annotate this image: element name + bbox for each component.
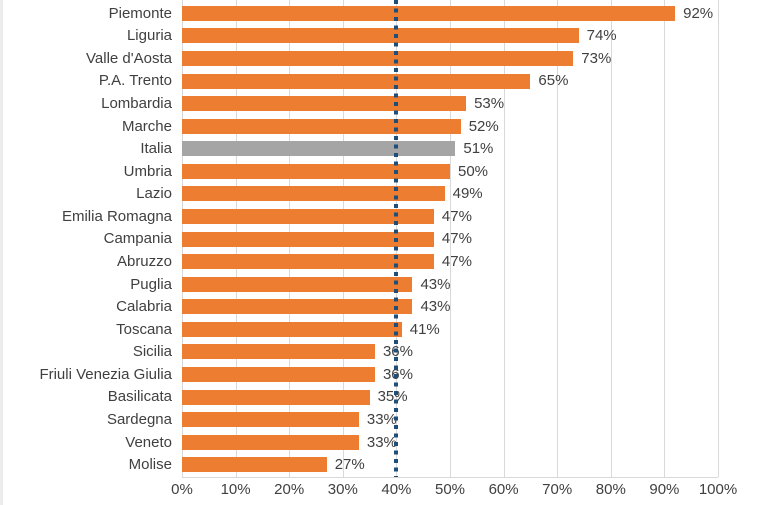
category-label-calabria: Calabria [116,298,172,316]
category-label-sardegna: Sardegna [106,411,172,429]
x-axis-tick-label-30: 30% [327,481,358,498]
gridline-90 [664,0,666,477]
value-label-italia: 51% [463,140,494,158]
bar-sardegna [182,412,359,428]
bar-lazio [182,186,445,202]
gridline-70 [557,0,559,477]
bar-italia [182,141,456,157]
gridline-80 [610,0,612,477]
x-axis-tick-label-60: 60% [488,481,519,498]
value-label-campania: 47% [441,230,472,248]
x-axis-line [182,477,718,478]
category-label-italia: Italia [140,140,172,158]
x-axis-tick-label-70: 70% [542,481,573,498]
bar-umbria [182,163,450,179]
value-label-marche: 52% [468,117,499,135]
value-label-veneto: 33% [366,433,397,451]
bar-lombardia [182,96,467,112]
bar-calabria [182,299,413,315]
bar-p-a-trento [182,73,531,89]
bar-abruzzo [182,254,434,270]
x-axis-tick-label-20: 20% [274,481,305,498]
bar-friuli-venezia-giulia [182,366,375,382]
category-label-campania: Campania [103,230,172,248]
category-label-molise: Molise [128,456,172,474]
value-label-valle-d-aosta: 73% [581,49,612,67]
category-label-abruzzo: Abruzzo [116,253,172,271]
x-axis-tick-label-50: 50% [434,481,466,498]
category-label-liguria: Liguria [126,27,172,45]
category-label-toscana: Toscana [116,320,172,338]
value-label-molise: 27% [334,456,365,474]
x-axis-tick-label-80: 80% [595,481,626,498]
category-label-umbria: Umbria [123,162,172,180]
bar-toscana [182,321,402,337]
bar-sicilia [182,344,375,360]
category-label-basilicata: Basilicata [107,388,172,406]
value-label-sardegna: 33% [366,411,397,429]
bar-valle-d-aosta [182,50,574,66]
value-label-lombardia: 53% [474,95,505,113]
bar-basilicata [182,389,370,405]
x-axis-tick-label-0: 0% [171,481,193,498]
value-label-abruzzo: 47% [441,253,472,271]
value-label-umbria: 50% [458,162,489,180]
category-label-lombardia: Lombardia [101,95,172,113]
category-label-sicilia: Sicilia [132,343,172,361]
reference-line-40pct [394,0,399,477]
category-label-friuli-venezia-giulia: Friuli Venezia Giulia [39,365,172,383]
value-label-basilicata: 35% [377,388,408,406]
bar-piemonte [182,5,676,21]
category-label-veneto: Veneto [125,433,172,451]
category-label-emilia-romagna: Emilia Romagna [61,207,172,225]
value-label-liguria: 74% [586,27,617,45]
category-label-valle-d-aosta: Valle d'Aosta [86,49,172,67]
bar-puglia [182,276,413,292]
category-label-puglia: Puglia [130,275,172,293]
chart-left-edge [0,0,3,505]
value-label-p-a-trento: 65% [538,72,569,90]
category-label-lazio: Lazio [136,185,172,203]
bar-veneto [182,434,359,450]
x-axis-tick-label-40: 40% [381,481,412,498]
gridline-50 [450,0,451,477]
bar-liguria [182,28,579,44]
x-axis-tick-label-10: 10% [220,481,251,498]
category-label-marche: Marche [121,117,172,135]
value-label-calabria: 43% [420,298,451,316]
gridline-100 [718,0,719,477]
x-axis-tick-label-100: 100% [698,481,738,498]
value-label-lazio: 49% [452,185,483,203]
bar-molise [182,457,327,473]
value-label-piemonte: 92% [683,4,714,22]
x-axis-tick-label-90: 90% [649,481,680,498]
category-label-p-a-trento: P.A. Trento [98,72,172,90]
bar-marche [182,118,461,134]
category-label-piemonte: Piemonte [108,4,172,22]
value-label-emilia-romagna: 47% [441,207,472,225]
bar-campania [182,231,434,247]
value-label-puglia: 43% [420,275,451,293]
value-label-toscana: 41% [409,320,440,338]
bar-emilia-romagna [182,208,434,224]
gridline-60 [503,0,505,477]
